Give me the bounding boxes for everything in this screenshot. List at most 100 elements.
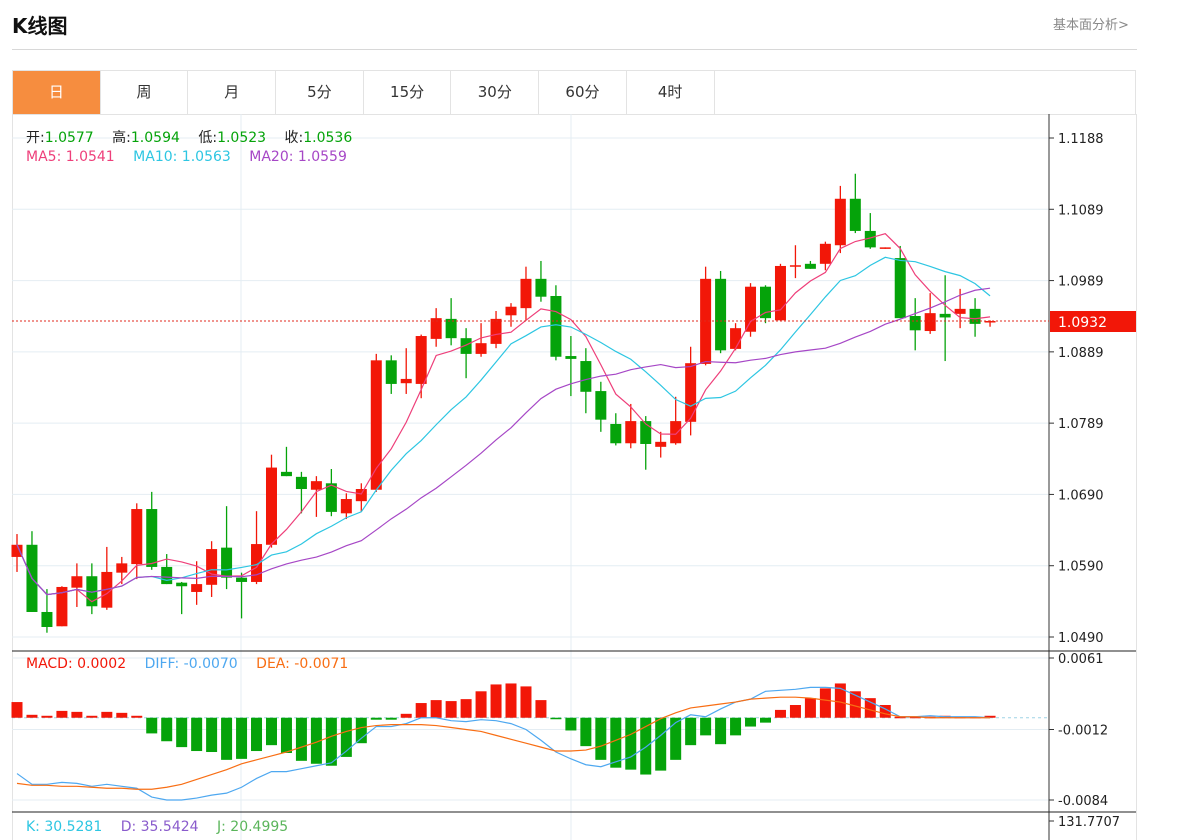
period-tabs: 日 周 月 5分 15分 30分 60分 4时 (12, 70, 1136, 114)
candle-up (879, 247, 891, 249)
price-tick-label: 1.1089 (1058, 203, 1104, 218)
candle-up (774, 265, 786, 321)
macd-bar (265, 717, 277, 746)
macd-tick-label: -0.0084 (1058, 794, 1108, 809)
close-label: 收: (284, 130, 304, 146)
tab-60min[interactable]: 60分 (539, 71, 627, 114)
candle-down (280, 471, 292, 477)
macd-bar (191, 717, 203, 752)
macd-bar (400, 713, 412, 718)
high-value: 1.0594 (130, 130, 180, 146)
macd-bar (131, 715, 143, 718)
candle-down (86, 576, 98, 607)
macd-tick-label: 0.0061 (1058, 652, 1104, 667)
open-label: 开: (26, 130, 45, 146)
tab-day[interactable]: 日 (13, 71, 101, 114)
j-value: J: 20.4995 (217, 819, 289, 835)
page-title: K线图 (12, 14, 68, 38)
candle-up (789, 265, 801, 267)
macd-bar (475, 691, 487, 718)
diff-line (16, 686, 991, 801)
candle-down (939, 313, 951, 318)
ma10-line (16, 256, 991, 596)
tab-month[interactable]: 月 (188, 71, 277, 114)
candle-down (236, 577, 248, 582)
fundamental-analysis-link[interactable]: 基本面分析> (1053, 18, 1129, 33)
chart-frame (12, 114, 1137, 840)
candle-up (251, 544, 263, 582)
d-value: D: 35.5424 (120, 819, 199, 835)
macd-bar (325, 717, 337, 766)
tab-week[interactable]: 周 (101, 71, 189, 114)
macd-bar (879, 705, 891, 718)
macd-bar (161, 717, 173, 742)
macd-bar (535, 700, 547, 718)
tab-30min[interactable]: 30分 (451, 71, 540, 114)
macd-bar (640, 717, 652, 775)
dea-line (16, 696, 991, 790)
macd-bar (116, 712, 128, 718)
price-tick-label: 1.0690 (1058, 488, 1104, 503)
candle-down (640, 421, 652, 444)
macd-bar (490, 684, 502, 718)
candle-up (265, 467, 277, 545)
current-price-badge (1050, 311, 1136, 332)
tab-4hour[interactable]: 4时 (627, 71, 715, 114)
ma5-line (16, 232, 991, 603)
macd-bar (849, 691, 861, 718)
candle-up (191, 584, 203, 592)
candle-up (355, 489, 367, 502)
price-tick-label: 1.0590 (1058, 560, 1104, 575)
candle-down (565, 356, 577, 359)
tab-15min[interactable]: 15分 (364, 71, 452, 114)
open-value: 1.0577 (44, 130, 94, 146)
macd-bar (505, 683, 517, 718)
candle-down (849, 198, 861, 231)
kdj-tick-label: 131.7707 (1058, 815, 1120, 830)
candle-down (610, 423, 622, 444)
ohlc-legend: 开:1.0577 高:1.0594 低:1.0523 收:1.0536 (26, 127, 366, 147)
macd-bar (370, 717, 382, 720)
candle-up (745, 286, 757, 332)
tab-5min[interactable]: 5分 (276, 71, 364, 114)
candle-up (505, 306, 517, 316)
macd-bar (610, 717, 622, 768)
macd-bar (730, 717, 742, 736)
macd-bar (221, 717, 233, 760)
candle-up (490, 318, 502, 344)
candle-down (864, 230, 876, 248)
ma-lines (16, 232, 991, 603)
candle-up (370, 360, 382, 490)
macd-bar (834, 683, 846, 718)
macd-bar (206, 717, 218, 753)
candle-down (909, 316, 921, 331)
candle-up (116, 563, 128, 573)
ma10-legend: MA10: 1.0563 (133, 149, 231, 165)
candle-up (310, 481, 322, 490)
macd-bar (520, 686, 532, 718)
macd-bar (804, 698, 816, 718)
candle-up (924, 313, 936, 332)
candle-down (595, 391, 607, 420)
candle-down (804, 263, 816, 269)
dea-value: DEA: -0.0071 (256, 656, 349, 672)
macd-bar (909, 716, 921, 719)
macd-bar (774, 709, 786, 718)
macd-bar (715, 717, 727, 745)
ma5-legend: MA5: 1.0541 (26, 149, 115, 165)
macd-bar (565, 717, 577, 731)
candle-down (760, 286, 771, 319)
macd-legend: MACD: 0.0002 DIFF: -0.0070 DEA: -0.0071 (26, 656, 362, 672)
macd-bar (236, 717, 248, 759)
macd-bar (71, 711, 83, 718)
macd-bar (146, 717, 158, 734)
macd-bar (789, 705, 801, 718)
candle-down (221, 547, 233, 578)
macd-bar (280, 717, 292, 753)
candle-up (625, 421, 637, 444)
macd-bar (101, 711, 113, 718)
macd-bar (310, 717, 322, 764)
candle-up (400, 378, 412, 384)
macd-bar (385, 717, 397, 720)
